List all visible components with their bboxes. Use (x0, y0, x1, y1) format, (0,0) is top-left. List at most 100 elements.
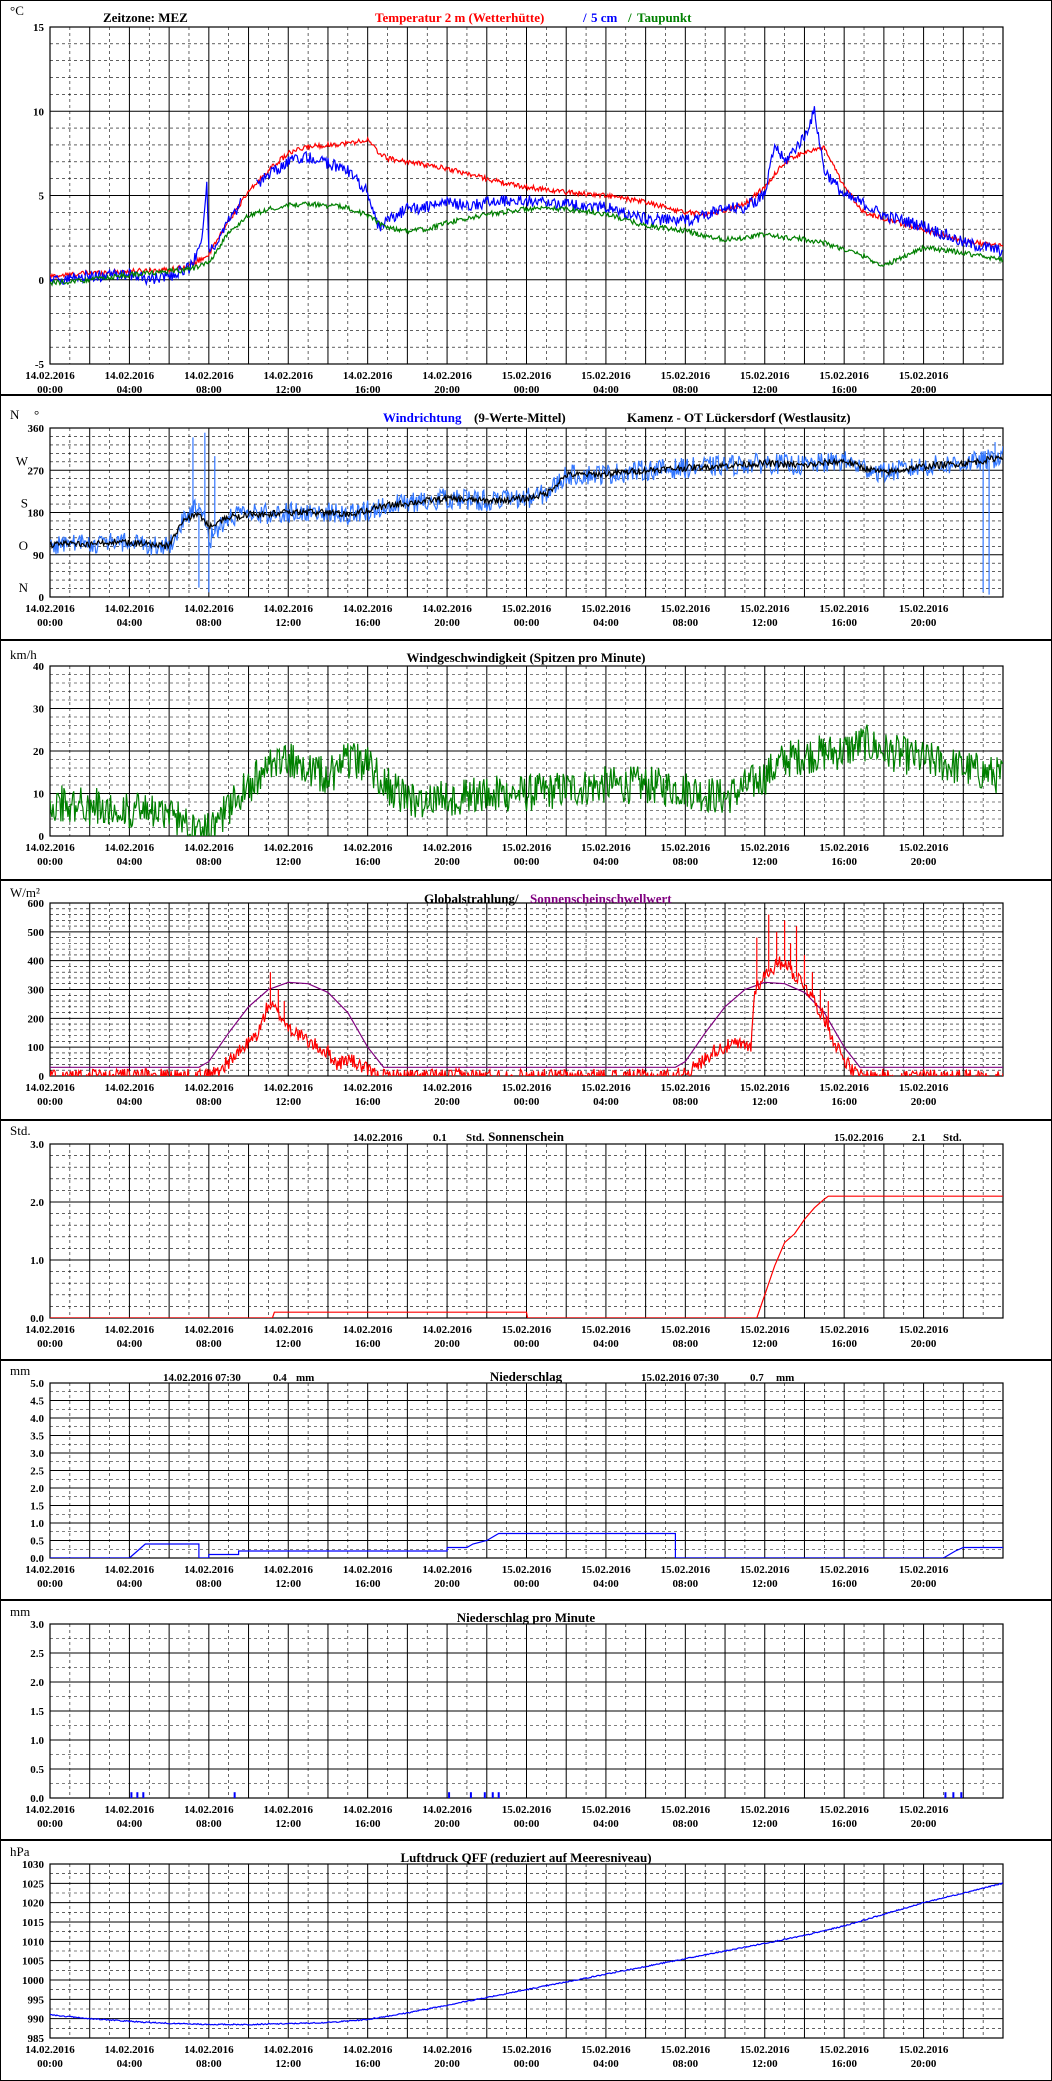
x-tick-time: 00:00 (514, 1338, 540, 1350)
x-tick-date: 14.02.2016 (184, 603, 234, 615)
x-tick-date: 15.02.2016 (661, 370, 711, 382)
x-tick-time: 04:00 (117, 1338, 143, 1350)
y-tick-label: 1.5 (30, 1706, 44, 1718)
y-tick-label: -5 (35, 359, 45, 371)
plot-frame (49, 665, 1004, 837)
x-tick-date: 14.02.2016 (25, 842, 75, 854)
x-tick-date: 14.02.2016 (105, 1082, 155, 1094)
x-tick-date: 15.02.2016 (740, 370, 790, 382)
x-tick-date: 14.02.2016 (264, 1082, 314, 1094)
y-tick-label: 10 (33, 106, 45, 118)
x-tick-date: 15.02.2016 (581, 1564, 631, 1576)
x-tick-time: 20:00 (911, 1578, 937, 1590)
chart-title: Sonnenschein (488, 1129, 565, 1144)
x-tick-date: 15.02.2016 (899, 370, 949, 382)
x-tick-time: 08:00 (196, 1338, 222, 1350)
x-tick-date: 15.02.2016 (581, 2044, 631, 2056)
x-tick-time: 12:00 (752, 2058, 778, 2070)
x-tick-date: 15.02.2016 (740, 842, 790, 854)
x-tick-date: 14.02.2016 (184, 842, 234, 854)
x-tick-date: 15.02.2016 (740, 1564, 790, 1576)
chart-panel-6: 5.0 4.5 4.0 3.5 3.0 2.5 2.0 1.5 1.0 0.5 0.0 mm Niede… (0, 1360, 1052, 1600)
y-unit-label: hPa (10, 1844, 30, 1859)
precip-bar (469, 1792, 472, 1798)
y-unit-label: km/h (10, 647, 37, 662)
y-tick-label: 3.0 (30, 1448, 44, 1460)
total-unit: Std. (943, 1132, 962, 1144)
x-tick-time: 16:00 (355, 1096, 381, 1108)
x-tick-date: 14.02.2016 (422, 2044, 472, 2056)
x-tick-time: 20:00 (434, 2058, 460, 2070)
x-tick-date: 15.02.2016 (502, 603, 552, 615)
y-tick-label: 1025 (22, 1878, 45, 1890)
x-tick-date: 15.02.2016 (581, 1324, 631, 1336)
x-tick-date: 14.02.2016 (343, 603, 393, 615)
x-tick-time: 20:00 (434, 617, 460, 629)
x-tick-time: 04:00 (593, 1818, 619, 1830)
x-tick-time: 16:00 (355, 1818, 381, 1830)
y-tick-label: 1015 (22, 1917, 45, 1929)
x-tick-date: 14.02.2016 (422, 1804, 472, 1816)
x-tick-time: 04:00 (117, 1818, 143, 1830)
x-tick-date: 15.02.2016 (819, 1324, 869, 1336)
compass-label: S (21, 496, 28, 511)
y-tick-label: 0 (39, 831, 45, 843)
x-tick-time: 12:00 (752, 1338, 778, 1350)
y-tick-label: 1.5 (30, 1501, 44, 1513)
chart-title-part: Windrichtung (383, 410, 462, 425)
x-tick-date: 15.02.2016 (819, 603, 869, 615)
y-unit-label: mm (10, 1363, 30, 1378)
x-tick-time: 12:00 (275, 856, 301, 868)
total-date: 14.02.2016 (353, 1132, 403, 1144)
y-tick-label: 0.0 (30, 1313, 44, 1325)
x-tick-date: 14.02.2016 (184, 370, 234, 382)
y-tick-label: 0 (39, 1071, 45, 1083)
x-tick-date: 15.02.2016 (502, 1564, 552, 1576)
x-tick-date: 15.02.2016 (581, 370, 631, 382)
x-tick-date: 14.02.2016 (422, 842, 472, 854)
x-tick-date: 14.02.2016 (343, 842, 393, 854)
x-tick-time: 00:00 (514, 1096, 540, 1108)
precip-bar (960, 1792, 963, 1798)
x-tick-date: 15.02.2016 (740, 1324, 790, 1336)
x-tick-date: 14.02.2016 (25, 603, 75, 615)
y-tick-label: 15 (33, 22, 45, 34)
x-tick-time: 12:00 (275, 1818, 301, 1830)
x-tick-time: 00:00 (37, 1818, 63, 1830)
x-tick-date: 15.02.2016 (661, 1082, 711, 1094)
y-tick-label: 2.0 (30, 1197, 44, 1209)
y-tick-label: 4.5 (30, 1396, 44, 1408)
x-tick-time: 16:00 (831, 2058, 857, 2070)
x-tick-time: 20:00 (911, 856, 937, 868)
chart-panel-3: 40 30 20 10 0 km/h Windgeschwindigkeit (Spitze… (0, 640, 1052, 880)
x-tick-time: 20:00 (434, 1338, 460, 1350)
x-tick-date: 14.02.2016 (343, 1804, 393, 1816)
y-tick-label: 270 (28, 465, 45, 477)
x-tick-time: 16:00 (831, 856, 857, 868)
x-tick-time: 04:00 (117, 617, 143, 629)
x-tick-time: 12:00 (752, 1096, 778, 1108)
x-tick-date: 15.02.2016 (502, 370, 552, 382)
x-tick-date: 14.02.2016 (184, 1082, 234, 1094)
y-tick-label: 1.0 (30, 1255, 44, 1267)
x-tick-date: 15.02.2016 (819, 842, 869, 854)
x-tick-date: 15.02.2016 (661, 1324, 711, 1336)
series-line-1 (50, 724, 1003, 836)
x-tick-date: 14.02.2016 (422, 1082, 472, 1094)
y-tick-label: 0.0 (30, 1793, 44, 1805)
x-tick-date: 14.02.2016 (105, 1324, 155, 1336)
chart-title-part: Sonnenscheinschwellwert (530, 891, 672, 906)
x-tick-time: 08:00 (672, 856, 698, 868)
plot-frame (49, 1143, 1004, 1319)
x-tick-time: 08:00 (196, 617, 222, 629)
chart-panel-2: 360 270 180 90 0 W S O N N ° Windrichtung (9-Werte-M… (0, 395, 1052, 640)
x-tick-time: 08:00 (196, 384, 222, 396)
x-tick-date: 14.02.2016 (25, 1324, 75, 1336)
x-tick-date: 14.02.2016 (264, 370, 314, 382)
x-tick-date: 15.02.2016 (661, 2044, 711, 2056)
x-tick-time: 12:00 (275, 1096, 301, 1108)
chart-panel-7: 3.0 2.5 2.0 1.5 1.0 0.5 0.0 mm Niederschlag pro … (0, 1600, 1052, 1840)
plot-frame (49, 1382, 1004, 1559)
y-unit-label: W/m² (10, 885, 40, 900)
